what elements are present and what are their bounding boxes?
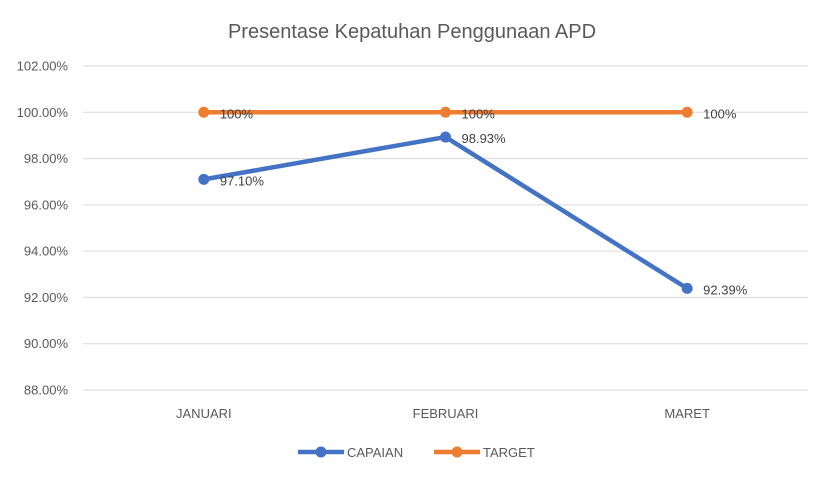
y-tick-label: 92.00% — [24, 290, 69, 305]
data-point-capaian — [681, 282, 693, 294]
y-tick-label: 98.00% — [24, 151, 69, 166]
legend-swatch-marker — [451, 446, 463, 458]
data-label-target: 100% — [220, 106, 254, 121]
legend-item-target: TARGET — [434, 445, 535, 460]
y-tick-label: 94.00% — [24, 244, 69, 259]
legend-label: CAPAIAN — [347, 445, 403, 460]
y-tick-label: 90.00% — [24, 336, 69, 351]
data-labels: 97.10% 98.93% 92.39% 100% 100% 100% — [220, 106, 748, 297]
x-tick-label: MARET — [664, 406, 710, 421]
data-label-target: 100% — [462, 106, 496, 121]
data-point-target — [198, 106, 210, 118]
x-axis-tick-labels: JANUARI FEBRUARI MARET — [176, 406, 710, 421]
series-markers — [198, 106, 693, 294]
series-line-capaian — [201, 134, 690, 291]
data-label-target: 100% — [703, 106, 737, 121]
chart-title: Presentase Kepatuhan Penggunaan APD — [228, 21, 596, 43]
y-tick-label: 102.00% — [17, 59, 69, 74]
data-label-capaian: 92.39% — [703, 282, 748, 297]
legend-label: TARGET — [483, 445, 535, 460]
data-label-capaian: 97.10% — [220, 173, 265, 188]
y-tick-label: 88.00% — [24, 383, 69, 398]
legend-item-capaian: CAPAIAN — [298, 445, 403, 460]
legend-swatch-marker — [315, 446, 327, 458]
x-tick-label: FEBRUARI — [413, 406, 479, 421]
data-label-capaian: 98.93% — [462, 131, 507, 146]
data-point-target — [681, 106, 693, 118]
y-tick-label: 100.00% — [17, 105, 69, 120]
data-point-capaian — [440, 131, 451, 143]
data-point-capaian — [198, 173, 210, 185]
data-point-target — [440, 106, 451, 118]
legend: CAPAIAN TARGET — [298, 445, 535, 460]
y-axis-tick-labels: 88.00% 90.00% 92.00% 94.00% 96.00% 98.00% 100.… — [17, 59, 69, 398]
y-tick-label: 96.00% — [24, 197, 69, 212]
x-tick-label: JANUARI — [176, 406, 232, 421]
